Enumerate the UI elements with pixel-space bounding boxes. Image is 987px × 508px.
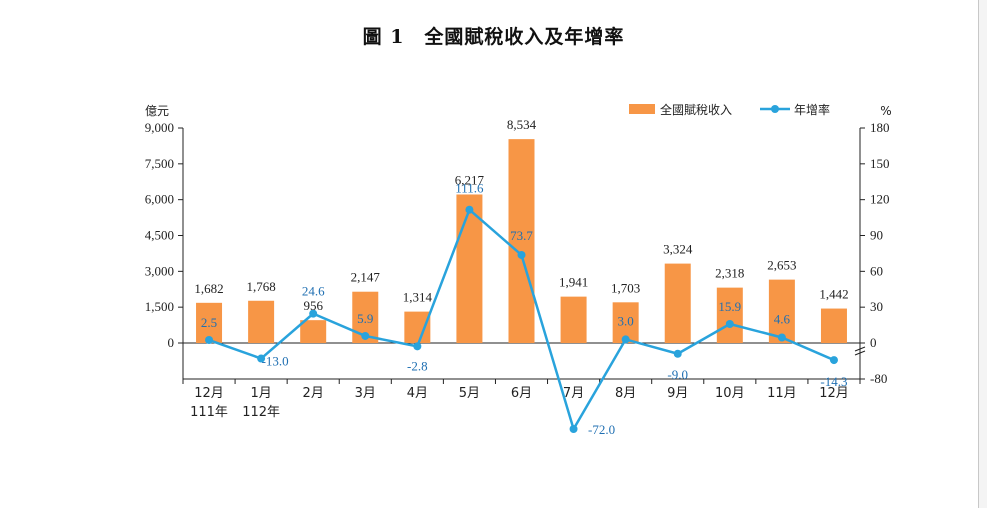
labels-layer: 1,682 1,768 956 2,147 1,314 6,217 8,534 1,941 1,…	[194, 117, 848, 437]
chart-title: 圖 1 全國賦稅收入及年增率	[362, 26, 625, 48]
right-unit-label: %	[880, 104, 891, 118]
category-label: 12月	[819, 386, 849, 401]
point-growth-rate	[673, 349, 682, 358]
rate-value-label: 24.6	[302, 284, 325, 299]
legend-swatch-bar	[629, 104, 655, 114]
rate-value-label: -72.0	[588, 422, 615, 437]
category-label: 7月	[563, 386, 584, 401]
category-label: 11月	[767, 386, 797, 401]
bar-value-label: 956	[303, 298, 323, 313]
bar-tax-revenue	[508, 139, 535, 343]
point-growth-rate	[621, 335, 630, 344]
left-tick-label: 3,000	[145, 263, 174, 278]
bar-tax-revenue	[248, 300, 275, 343]
bar-value-label: 3,324	[663, 242, 693, 257]
left-tick-label: 4,500	[145, 228, 174, 243]
bar-tax-revenue	[404, 311, 431, 343]
category-label: 1月	[250, 386, 271, 401]
bar-tax-revenue	[820, 308, 847, 343]
right-tick-label: 60	[870, 263, 883, 278]
point-growth-rate	[413, 342, 422, 351]
point-growth-rate	[205, 336, 214, 345]
point-growth-rate	[777, 333, 786, 342]
left-tick-label: 6,000	[145, 192, 174, 207]
legend-swatch-marker	[771, 105, 779, 113]
left-tick-label: 1,500	[145, 299, 174, 314]
axis-break-mark	[854, 350, 866, 356]
left-tick-label: 9,000	[145, 120, 174, 135]
point-growth-rate	[829, 356, 838, 365]
right-tick-label: 150	[870, 156, 890, 171]
point-growth-rate	[257, 354, 266, 363]
bar-value-label: 8,534	[507, 117, 537, 132]
category-label: 6月	[511, 386, 532, 401]
bar-tax-revenue	[456, 194, 483, 343]
bar-value-label: 1,442	[819, 287, 848, 302]
right-tick-label: 120	[870, 192, 890, 207]
bar-value-label: 1,768	[246, 279, 275, 294]
bar-value-label: 1,682	[194, 281, 223, 296]
rate-value-label: 15.9	[718, 299, 741, 314]
bar-tax-revenue	[716, 287, 743, 343]
category-label: 4月	[407, 386, 428, 401]
bar-tax-revenue	[560, 296, 587, 343]
category-label: 10月	[715, 386, 745, 401]
point-growth-rate	[361, 331, 370, 340]
bar-value-label: 2,147	[351, 270, 381, 285]
bar-value-label: 1,703	[611, 280, 640, 295]
bar-value-label: 2,653	[767, 258, 796, 273]
bar-tax-revenue	[768, 279, 795, 343]
left-tick-label: 7,500	[145, 156, 174, 171]
point-growth-rate	[309, 309, 318, 318]
point-growth-rate	[517, 250, 526, 259]
rate-value-label: 111.6	[455, 181, 484, 196]
rate-value-label: 3.0	[618, 313, 634, 328]
window-edge	[978, 0, 987, 508]
rate-value-label: -13.0	[262, 354, 289, 369]
bar-tax-revenue	[300, 320, 327, 343]
legend: 全國賦稅收入 年增率	[629, 102, 830, 117]
category-label: 5月	[459, 386, 480, 401]
rate-value-label: 4.6	[774, 312, 791, 327]
rate-value-label: 73.7	[510, 228, 533, 243]
bar-value-label: 6,217	[455, 172, 485, 187]
left-tick-label: 0	[168, 335, 175, 350]
bar-value-label: 1,314	[403, 290, 433, 305]
rate-value-label: -9.0	[667, 367, 688, 382]
category-sublabel: 112年	[242, 405, 280, 420]
axis-break-mark	[854, 346, 866, 352]
right-tick-label: 30	[870, 299, 883, 314]
category-label: 2月	[303, 386, 324, 401]
right-tick-label: 90	[870, 228, 883, 243]
right-tick-label: -80	[870, 371, 887, 386]
category-label: 3月	[355, 386, 376, 401]
right-tick-label: 0	[870, 335, 877, 350]
bar-value-label: 1,941	[559, 275, 588, 290]
point-growth-rate	[465, 205, 474, 214]
category-label: 8月	[615, 386, 636, 401]
rate-value-label: 5.9	[357, 311, 373, 326]
left-unit-label: 億元	[145, 104, 169, 118]
bars-layer	[196, 139, 847, 343]
category-label: 9月	[667, 386, 688, 401]
legend-label-bar: 全國賦稅收入	[660, 102, 732, 117]
category-label: 12月	[194, 386, 224, 401]
bar-tax-revenue	[664, 263, 691, 343]
right-tick-label: 180	[870, 120, 890, 135]
rate-value-label: 2.5	[201, 315, 217, 330]
rate-value-label: -14.3	[820, 374, 847, 389]
rate-value-label: -2.8	[407, 358, 428, 373]
category-sublabel: 111年	[190, 405, 228, 420]
legend-label-line: 年增率	[794, 102, 830, 117]
axes: 0 1,500 3,000 4,500 6,000 7,500 9,000 億元 -80 0 30 6…	[145, 104, 892, 420]
point-growth-rate	[569, 425, 578, 433]
point-growth-rate	[725, 320, 734, 329]
line-layer	[205, 205, 838, 433]
bar-value-label: 2,318	[715, 266, 744, 281]
